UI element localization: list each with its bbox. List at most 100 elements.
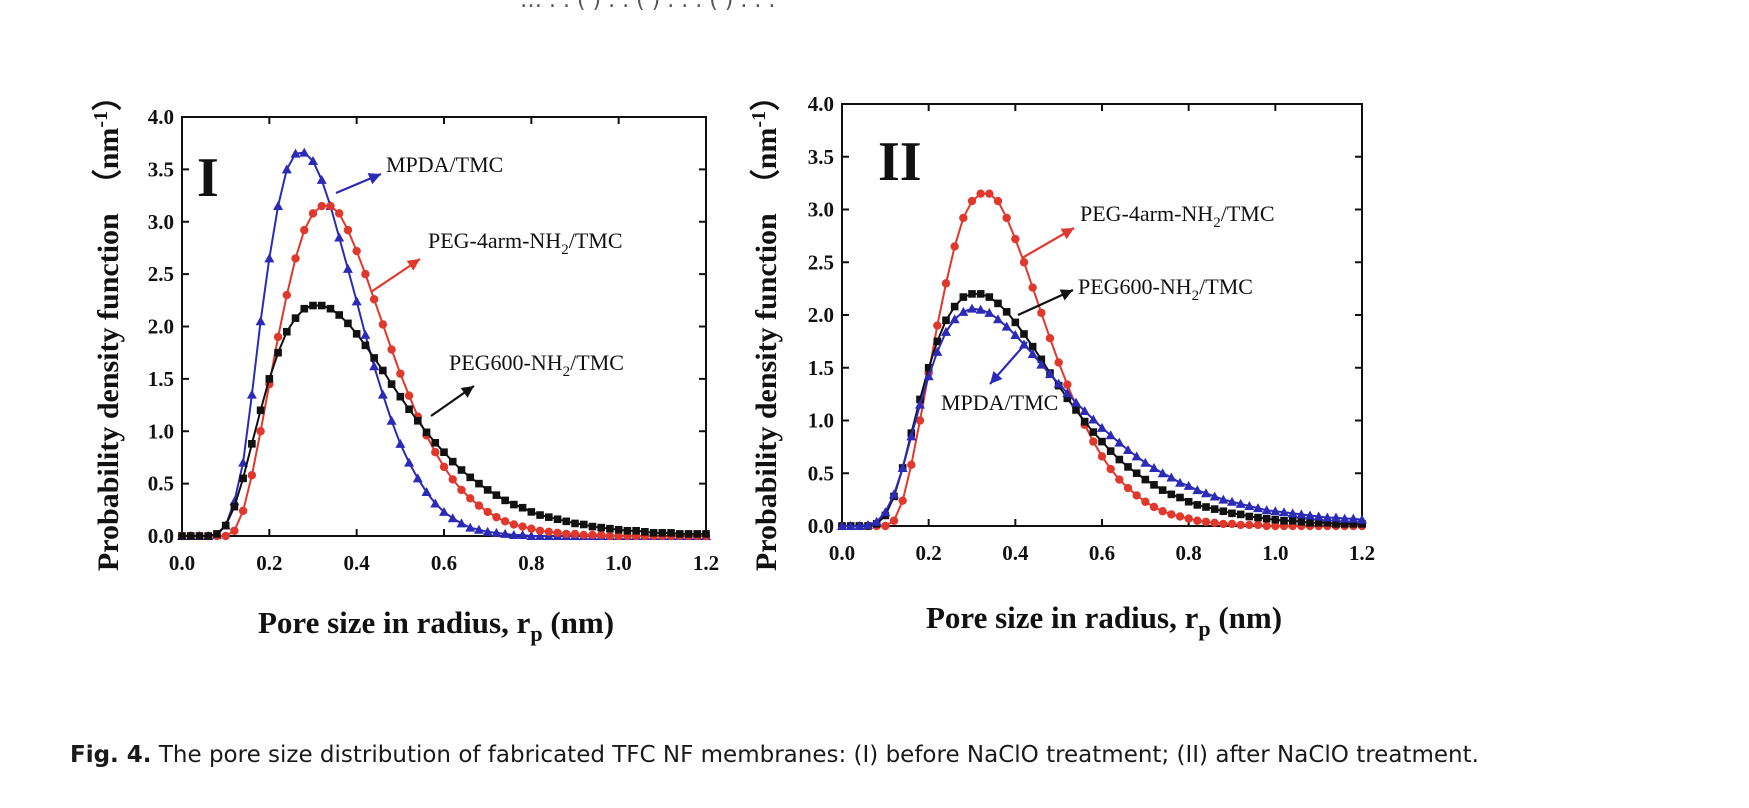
series-peg600-nh2-tmc: PEG600-NH2/TMC bbox=[838, 274, 1366, 530]
data-point bbox=[309, 301, 317, 310]
data-point bbox=[1357, 514, 1367, 524]
data-point bbox=[457, 466, 466, 474]
annotation-arrowhead-mpda-tmc bbox=[990, 371, 1003, 384]
data-point bbox=[915, 399, 925, 409]
data-point bbox=[1235, 498, 1246, 508]
data-point bbox=[342, 263, 353, 273]
data-point bbox=[1270, 506, 1281, 516]
caption-text: The pore size distribution of fabricated… bbox=[151, 742, 1479, 768]
data-point bbox=[221, 521, 230, 530]
data-point bbox=[1088, 414, 1099, 424]
data-point bbox=[571, 519, 579, 528]
data-point bbox=[412, 473, 423, 483]
data-point bbox=[1202, 503, 1210, 511]
x-tick-label: 0.4 bbox=[344, 551, 371, 575]
data-point bbox=[949, 314, 960, 324]
data-point bbox=[1219, 507, 1228, 516]
data-point bbox=[1349, 520, 1358, 528]
data-point bbox=[1123, 445, 1133, 455]
data-point bbox=[404, 457, 415, 467]
y-tick-label: 2.5 bbox=[148, 262, 174, 286]
y-axis-label-main: Probability density function bbox=[92, 213, 125, 571]
y-axis-label-paren: （ bbox=[91, 169, 125, 199]
data-point bbox=[579, 520, 588, 529]
data-point bbox=[684, 530, 693, 538]
data-point bbox=[1053, 378, 1064, 388]
y-tick-label: 3.0 bbox=[808, 198, 834, 222]
data-point bbox=[517, 529, 528, 539]
data-point bbox=[466, 494, 475, 503]
data-point bbox=[248, 440, 256, 448]
data-point bbox=[898, 496, 907, 505]
data-point bbox=[889, 489, 899, 499]
data-point bbox=[316, 174, 327, 184]
data-point bbox=[379, 366, 387, 375]
data-point bbox=[1287, 508, 1298, 518]
data-point bbox=[1166, 472, 1177, 482]
data-point bbox=[623, 526, 632, 535]
data-point bbox=[255, 316, 266, 326]
data-point bbox=[491, 527, 502, 537]
series-peg600-nh2-tmc: PEG600-NH2/TMC bbox=[178, 301, 710, 540]
data-point bbox=[283, 327, 291, 336]
data-point bbox=[975, 304, 986, 314]
data-point bbox=[439, 462, 449, 472]
data-point bbox=[941, 326, 951, 336]
data-point bbox=[950, 242, 959, 251]
data-point bbox=[396, 392, 405, 401]
data-point bbox=[1063, 380, 1072, 389]
data-point bbox=[1323, 519, 1332, 527]
series-peg-4arm-nh2-tmc: PEG-4arm-NH2/TMC bbox=[177, 201, 711, 541]
annotation-arrowhead-peg-4arm-nh2-tmc bbox=[406, 259, 420, 271]
annotation-text: PEG-4arm-NH bbox=[428, 228, 561, 253]
data-point bbox=[702, 530, 710, 538]
data-point bbox=[1245, 520, 1254, 530]
data-point bbox=[510, 500, 518, 509]
data-point bbox=[1124, 463, 1132, 471]
data-point bbox=[641, 528, 649, 536]
data-point bbox=[1280, 516, 1288, 525]
data-point bbox=[897, 462, 908, 472]
data-point bbox=[508, 529, 519, 539]
y-axis-label-superscript: -1 bbox=[90, 111, 112, 128]
annotation-label-mpda-tmc: MPDA/TMC bbox=[386, 152, 503, 177]
data-point bbox=[889, 516, 899, 525]
y-tick-label: 1.5 bbox=[148, 367, 174, 391]
data-point bbox=[344, 319, 352, 328]
x-tick-label: 0.4 bbox=[1002, 541, 1029, 565]
data-point bbox=[1314, 519, 1323, 527]
data-point bbox=[676, 530, 684, 538]
series-line-peg-4arm-nh2-tmc bbox=[842, 192, 1362, 527]
data-point bbox=[178, 532, 186, 540]
data-point bbox=[1358, 520, 1366, 528]
data-point bbox=[246, 389, 257, 399]
data-point bbox=[1193, 501, 1202, 509]
data-point bbox=[1288, 516, 1297, 525]
data-point bbox=[1037, 308, 1046, 318]
data-point bbox=[1167, 510, 1176, 519]
x-tick-label: 1.2 bbox=[693, 551, 719, 575]
data-point bbox=[361, 341, 370, 350]
data-point bbox=[984, 307, 995, 317]
data-point bbox=[281, 164, 292, 174]
annotation-subscript: 2 bbox=[1192, 288, 1200, 304]
x-axis-label-subscript: p bbox=[1198, 616, 1210, 641]
annotation-text: MPDA/TMC bbox=[386, 152, 503, 177]
data-point bbox=[1028, 342, 1037, 351]
data-point bbox=[562, 517, 571, 526]
data-point bbox=[1228, 509, 1236, 518]
data-point bbox=[1027, 349, 1038, 359]
data-point bbox=[360, 329, 371, 339]
x-axis-label-main: Pore size in radius, r bbox=[258, 605, 531, 640]
data-point bbox=[597, 530, 606, 540]
y-axis-label: Probability density function （nm-1） bbox=[90, 81, 125, 571]
data-point bbox=[544, 527, 553, 537]
data-point bbox=[466, 473, 474, 482]
x-axis-label-subscript: p bbox=[530, 621, 542, 646]
data-point bbox=[501, 496, 509, 505]
x-tick-label: 0.6 bbox=[431, 551, 457, 575]
data-point bbox=[1158, 507, 1167, 516]
data-point bbox=[535, 531, 546, 540]
annotation-text: PEG-4arm-NH bbox=[1080, 201, 1213, 226]
x-tick-label: 0.2 bbox=[916, 541, 942, 565]
